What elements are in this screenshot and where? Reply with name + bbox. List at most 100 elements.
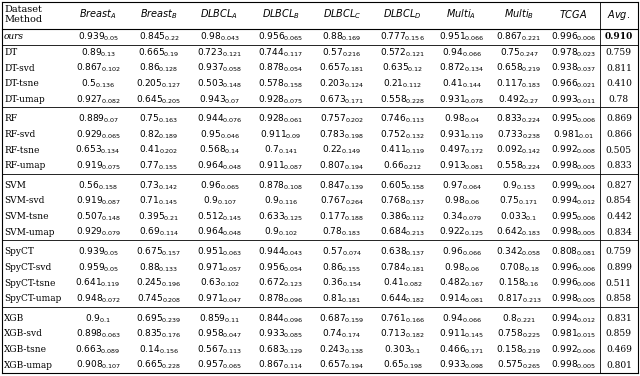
Text: $0.994_{0.012}$: $0.994_{0.012}$ (551, 312, 596, 324)
Text: Dataset: Dataset (4, 6, 42, 15)
Text: $0.507_{0.148}$: $0.507_{0.148}$ (76, 210, 121, 223)
Text: $0.939_{0.05}$: $0.939_{0.05}$ (77, 246, 119, 258)
Text: $0.5_{0.136}$: $0.5_{0.136}$ (81, 77, 115, 90)
Text: XGB-umap: XGB-umap (4, 361, 53, 370)
Text: $0.57_{0.074}$: $0.57_{0.074}$ (322, 246, 362, 258)
Text: $0.767_{0.264}$: $0.767_{0.264}$ (319, 195, 364, 207)
Text: $0.512_{0.145}$: $0.512_{0.145}$ (197, 210, 242, 223)
Text: 0.410: 0.410 (606, 79, 632, 88)
Text: $0.95_{0.046}$: $0.95_{0.046}$ (200, 128, 239, 141)
Text: $0.657_{0.194}$: $0.657_{0.194}$ (319, 359, 365, 371)
Text: $0.867_{0.114}$: $0.867_{0.114}$ (258, 359, 303, 371)
Text: $0.966_{0.021}$: $0.966_{0.021}$ (551, 77, 596, 90)
Text: $0.833_{0.224}$: $0.833_{0.224}$ (497, 113, 541, 125)
Text: $0.65_{0.198}$: $0.65_{0.198}$ (383, 359, 422, 371)
Text: $0.98_{0.06}$: $0.98_{0.06}$ (444, 195, 479, 207)
Text: $0.867_{0.221}$: $0.867_{0.221}$ (497, 30, 541, 43)
Text: $0.644_{0.182}$: $0.644_{0.182}$ (380, 293, 425, 305)
Text: $0.937_{0.058}$: $0.937_{0.058}$ (197, 62, 242, 74)
Text: $0.73_{0.142}$: $0.73_{0.142}$ (140, 179, 179, 192)
Text: $0.9_{0.153}$: $0.9_{0.153}$ (502, 179, 536, 192)
Text: RF-umap: RF-umap (4, 161, 45, 170)
Text: 0.811: 0.811 (606, 64, 632, 73)
Text: $0.22_{0.149}$: $0.22_{0.149}$ (322, 144, 362, 156)
Text: 0.858: 0.858 (606, 294, 632, 303)
Text: $0.998_{0.005}$: $0.998_{0.005}$ (551, 226, 596, 238)
Text: XGB: XGB (4, 314, 24, 323)
Text: $0.092_{0.142}$: $0.092_{0.142}$ (496, 144, 541, 156)
Text: $0.75_{0.163}$: $0.75_{0.163}$ (140, 113, 179, 125)
Text: $0.951_{0.063}$: $0.951_{0.063}$ (197, 246, 242, 258)
Text: $0.303_{0.1}$: $0.303_{0.1}$ (384, 343, 421, 356)
Text: $0.245_{0.196}$: $0.245_{0.196}$ (136, 277, 181, 290)
Text: $0.96_{0.065}$: $0.96_{0.065}$ (200, 179, 239, 192)
Text: $0.633_{0.125}$: $0.633_{0.125}$ (258, 210, 303, 223)
Text: $0.9_{0.116}$: $0.9_{0.116}$ (264, 195, 298, 207)
Text: $0.41_{0.202}$: $0.41_{0.202}$ (140, 144, 179, 156)
Text: $0.957_{0.065}$: $0.957_{0.065}$ (197, 359, 242, 371)
Text: $0.978_{0.023}$: $0.978_{0.023}$ (551, 46, 596, 59)
Text: $0.14_{0.156}$: $0.14_{0.156}$ (139, 343, 179, 356)
Text: 0.859: 0.859 (606, 329, 632, 338)
Text: $0.807_{0.194}$: $0.807_{0.194}$ (319, 159, 364, 172)
Text: $\mathit{DLBCL}_{B}$: $\mathit{DLBCL}_{B}$ (262, 8, 300, 21)
Text: 0.899: 0.899 (606, 263, 632, 272)
Text: 0.834: 0.834 (606, 228, 632, 237)
Text: $0.959_{0.05}$: $0.959_{0.05}$ (77, 261, 119, 274)
Text: 0.869: 0.869 (606, 114, 632, 123)
Text: $0.41_{0.144}$: $0.41_{0.144}$ (442, 77, 481, 90)
Text: $0.931_{0.119}$: $0.931_{0.119}$ (438, 128, 484, 141)
Text: $0.7_{0.141}$: $0.7_{0.141}$ (264, 144, 298, 156)
Text: $0.69_{0.114}$: $0.69_{0.114}$ (139, 226, 179, 238)
Text: $0.684_{0.213}$: $0.684_{0.213}$ (380, 226, 425, 238)
Text: $0.9_{0.1}$: $0.9_{0.1}$ (85, 312, 111, 324)
Text: $0.117_{0.183}$: $0.117_{0.183}$ (496, 77, 541, 90)
Text: $0.914_{0.081}$: $0.914_{0.081}$ (439, 293, 484, 305)
Text: SpyCT: SpyCT (4, 247, 34, 256)
Text: $0.889_{0.07}$: $0.889_{0.07}$ (77, 113, 119, 125)
Text: $\mathit{Multi}_{A}$: $\mathit{Multi}_{A}$ (447, 8, 476, 21)
Text: $0.996_{0.006}$: $0.996_{0.006}$ (551, 277, 596, 290)
Text: $0.395_{0.21}$: $0.395_{0.21}$ (138, 210, 179, 223)
Text: $0.572_{0.121}$: $0.572_{0.121}$ (380, 46, 425, 59)
Text: $\mathit{DLBCL}_{A}$: $\mathit{DLBCL}_{A}$ (200, 8, 239, 21)
Text: $\mathit{TCGA}$: $\mathit{TCGA}$ (559, 9, 588, 21)
Text: DT-umap: DT-umap (4, 95, 45, 104)
Text: SVM-tsne: SVM-tsne (4, 212, 49, 221)
Text: $0.911_{0.09}$: $0.911_{0.09}$ (260, 128, 301, 141)
Text: $\mathit{Breast}_{B}$: $\mathit{Breast}_{B}$ (140, 8, 178, 21)
Text: $0.995_{0.006}$: $0.995_{0.006}$ (551, 210, 596, 223)
Text: $0.981_{0.015}$: $0.981_{0.015}$ (551, 328, 596, 340)
Text: $0.578_{0.158}$: $0.578_{0.158}$ (259, 77, 303, 90)
Text: $0.98_{0.043}$: $0.98_{0.043}$ (200, 30, 239, 43)
Text: $0.981_{0.01}$: $0.981_{0.01}$ (553, 128, 595, 141)
Text: $0.872_{0.134}$: $0.872_{0.134}$ (439, 62, 484, 74)
Text: 0.833: 0.833 (606, 161, 632, 170)
Text: 0.801: 0.801 (606, 361, 632, 370)
Text: $0.57_{0.216}$: $0.57_{0.216}$ (322, 46, 362, 59)
Text: $0.844_{0.096}$: $0.844_{0.096}$ (258, 312, 303, 324)
Text: $0.919_{0.087}$: $0.919_{0.087}$ (76, 195, 121, 207)
Text: $0.708_{0.18}$: $0.708_{0.18}$ (499, 261, 539, 274)
Text: $0.645_{0.205}$: $0.645_{0.205}$ (136, 93, 181, 106)
Text: $0.21_{0.112}$: $0.21_{0.112}$ (383, 77, 422, 90)
Text: $0.89_{0.13}$: $0.89_{0.13}$ (81, 46, 116, 59)
Text: $0.033_{0.1}$: $0.033_{0.1}$ (500, 210, 538, 223)
Text: $0.938_{0.037}$: $0.938_{0.037}$ (551, 62, 596, 74)
Text: $0.9_{0.107}$: $0.9_{0.107}$ (202, 195, 236, 207)
Text: $0.994_{0.012}$: $0.994_{0.012}$ (551, 195, 596, 207)
Text: $0.503_{0.148}$: $0.503_{0.148}$ (197, 77, 242, 90)
Text: $0.34_{0.079}$: $0.34_{0.079}$ (442, 210, 481, 223)
Text: SVM-svd: SVM-svd (4, 197, 44, 206)
Text: $0.205_{0.127}$: $0.205_{0.127}$ (136, 77, 181, 90)
Text: $0.74_{0.174}$: $0.74_{0.174}$ (323, 328, 362, 340)
Text: SVM: SVM (4, 181, 26, 190)
Text: $0.77_{0.155}$: $0.77_{0.155}$ (140, 159, 179, 172)
Text: $0.995_{0.006}$: $0.995_{0.006}$ (551, 113, 596, 125)
Text: XGB-svd: XGB-svd (4, 329, 43, 338)
Text: $0.758_{0.225}$: $0.758_{0.225}$ (497, 328, 541, 340)
Text: $0.992_{0.008}$: $0.992_{0.008}$ (551, 144, 596, 156)
Text: $0.929_{0.079}$: $0.929_{0.079}$ (76, 226, 121, 238)
Text: $0.665_{0.228}$: $0.665_{0.228}$ (136, 359, 181, 371)
Text: $0.951_{0.066}$: $0.951_{0.066}$ (438, 30, 484, 43)
